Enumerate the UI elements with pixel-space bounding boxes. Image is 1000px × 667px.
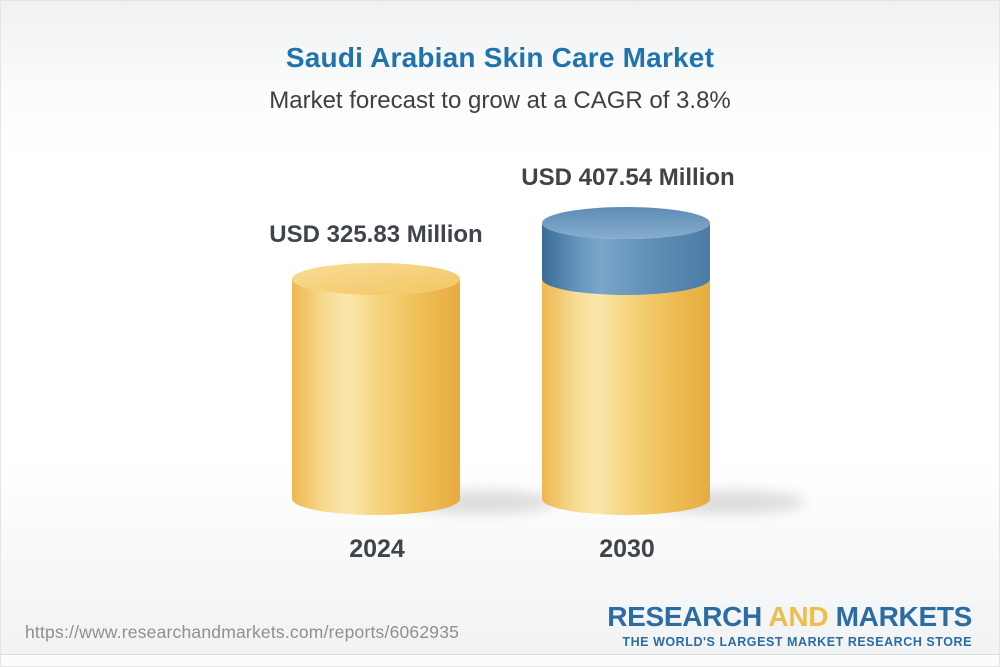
category-label-2024: 2024 <box>349 535 405 563</box>
bar-2030-growth-segment <box>542 223 710 295</box>
category-label-2030: 2030 <box>599 535 655 563</box>
bar-2024-top <box>292 263 460 295</box>
page-title: Saudi Arabian Skin Care Market <box>285 42 715 73</box>
value-label-2030: USD 407.54 Million <box>521 164 735 191</box>
bar-2030-top <box>542 207 710 239</box>
bar-2024-body <box>292 279 460 515</box>
logo-word-and: AND <box>768 601 829 632</box>
bar-2030 <box>542 207 805 515</box>
bar-2024 <box>292 263 555 515</box>
page-subtitle: Market forecast to grow at a CAGR of 3.8… <box>269 87 731 114</box>
value-label-2024: USD 325.83 Million <box>269 221 483 248</box>
brand-logo: RESEARCH AND MARKETS THE WORLD'S LARGEST… <box>607 602 972 650</box>
source-url: https://www.researchandmarkets.com/repor… <box>25 622 460 642</box>
bottom-strip <box>1 656 999 666</box>
logo-tagline: THE WORLD'S LARGEST MARKET RESEARCH STOR… <box>622 635 972 649</box>
background <box>1 1 999 655</box>
logo-word-research: RESEARCH <box>607 601 762 632</box>
bar-2030-base-segment <box>542 279 710 515</box>
logo-wordmark: RESEARCH AND MARKETS <box>607 602 972 632</box>
logo-word-markets: MARKETS <box>835 601 973 632</box>
